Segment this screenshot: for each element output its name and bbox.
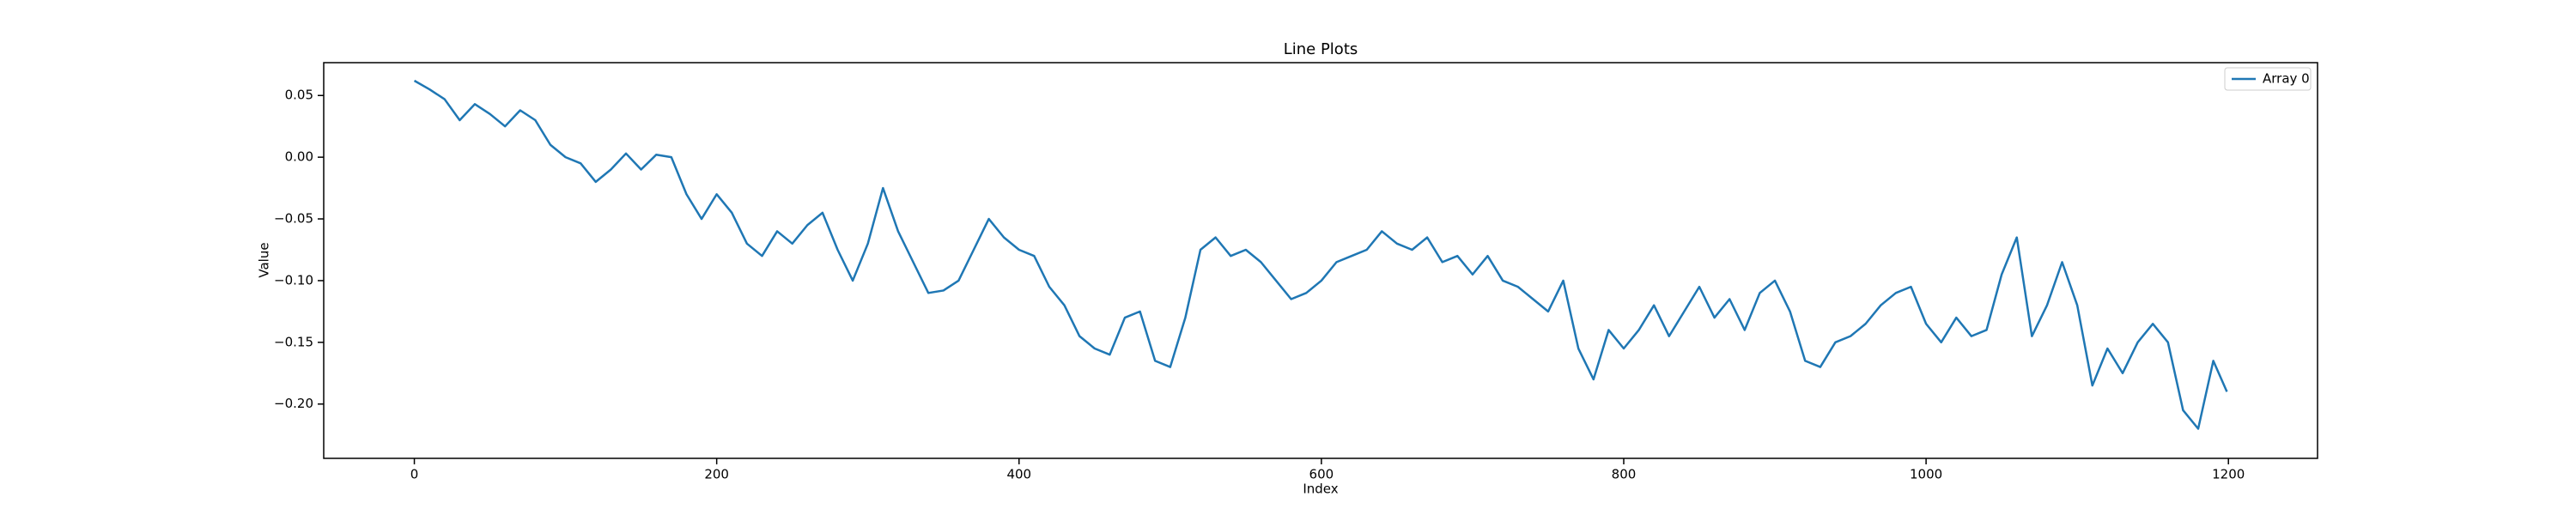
x-tick-label: 400	[1006, 467, 1031, 482]
x-tick-label: 1200	[2212, 467, 2245, 482]
x-tick-label: 800	[1612, 467, 1637, 482]
chart-title: Line Plots	[1284, 40, 1358, 58]
y-tick-label: −0.10	[274, 272, 313, 288]
data-line	[413, 79, 2228, 430]
y-tick-label: 0.00	[285, 149, 313, 165]
y-tick-label: −0.15	[274, 334, 313, 349]
y-tick-label: −0.05	[274, 211, 313, 227]
y-axis-label: Value	[257, 242, 272, 277]
y-tick-label: 0.05	[285, 88, 313, 103]
legend-label: Array 0	[2263, 71, 2310, 87]
plot-frame	[323, 62, 2318, 459]
x-tick-label: 1000	[1910, 467, 1942, 482]
y-tick-label: −0.20	[274, 396, 313, 411]
legend-box	[2224, 67, 2312, 91]
x-tick-label: 600	[1309, 467, 1334, 482]
x-tick-label: 0	[410, 467, 419, 482]
x-tick-label: 200	[704, 467, 729, 482]
x-axis-label: Index	[1303, 482, 1338, 497]
